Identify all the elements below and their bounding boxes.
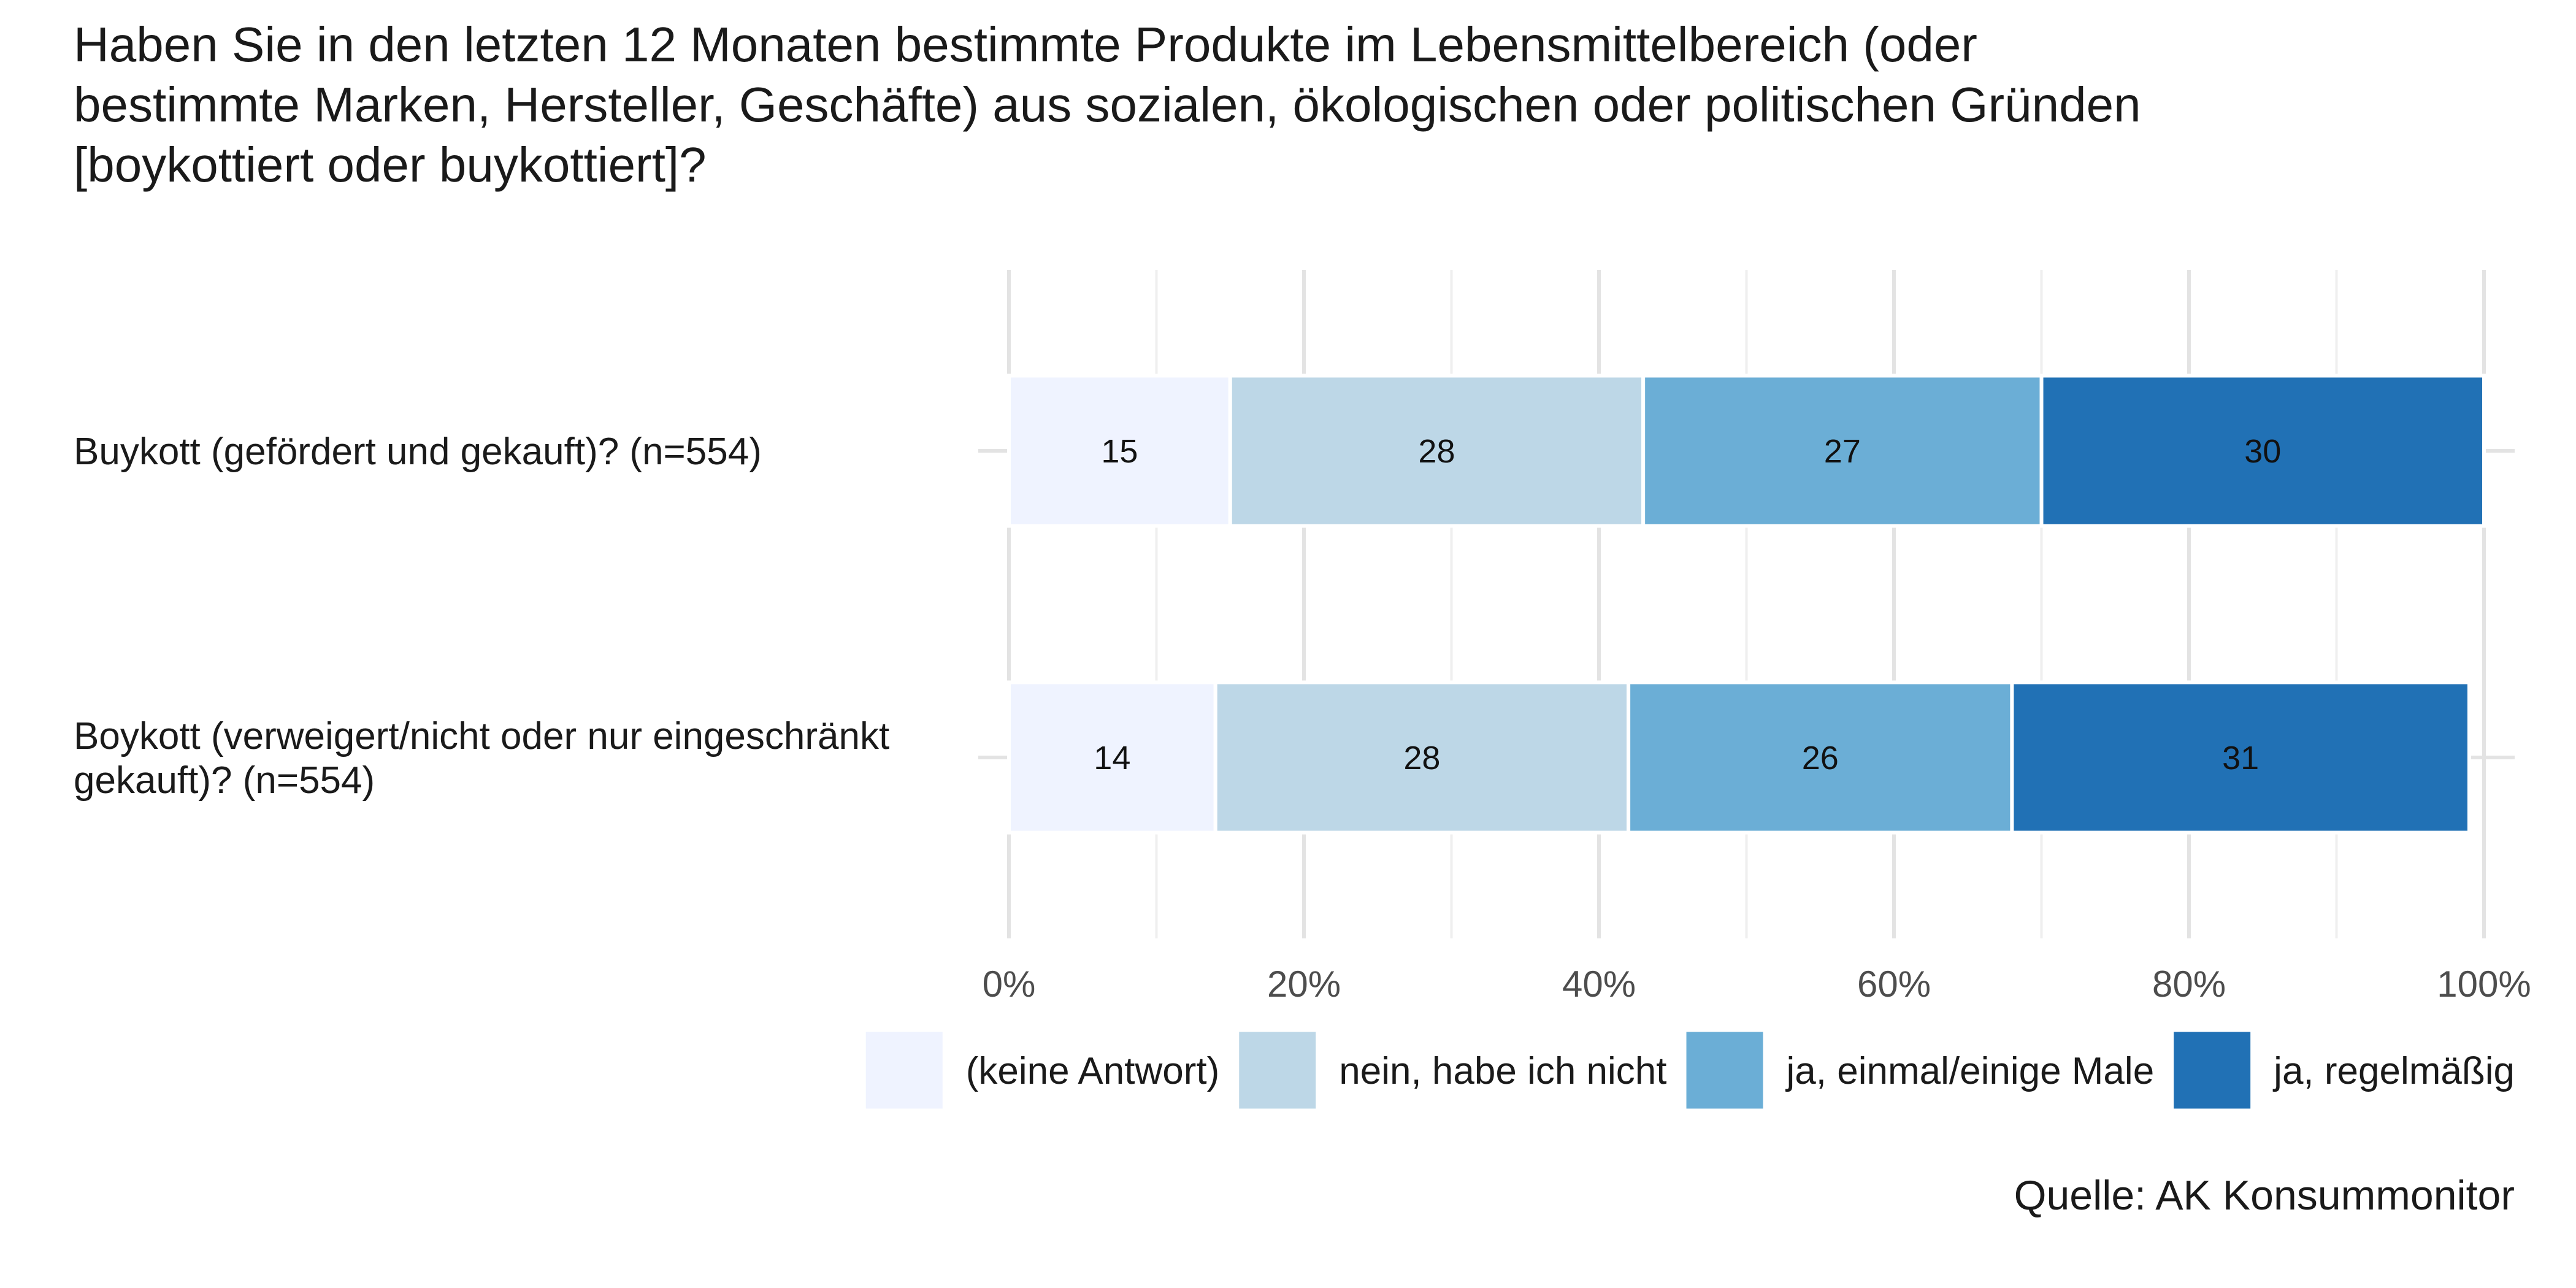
- data-label: 28: [1403, 740, 1440, 776]
- data-label: 26: [1802, 740, 1839, 776]
- x-tick-label: 40%: [1562, 964, 1636, 1005]
- x-tick-label: 0%: [983, 964, 1036, 1005]
- grid-lines: [978, 270, 2515, 938]
- data-label: 28: [1418, 433, 1455, 470]
- source-note: Quelle: AK Konsummonitor: [2014, 1172, 2515, 1219]
- bar-segment: [1213, 680, 1631, 835]
- x-tick-label: 60%: [1857, 964, 1931, 1005]
- x-tick-label: 80%: [2152, 964, 2226, 1005]
- chart-title-line: [boykottiert oder buykottiert]?: [74, 137, 707, 192]
- chart-title-line: bestimmte Marken, Hersteller, Geschäfte)…: [74, 77, 2141, 132]
- legend-label: nein, habe ich nicht: [1339, 1050, 1666, 1092]
- legend-swatch: [2174, 1032, 2251, 1109]
- chart-title: Haben Sie in den letzten 12 Monaten best…: [74, 17, 2141, 192]
- data-label: 15: [1101, 433, 1138, 470]
- bar-segment: [1641, 374, 2044, 528]
- category-labels: Buykott (gefördert und gekauft)? (n=554)…: [74, 431, 889, 802]
- bar-segment: [1228, 374, 1646, 528]
- bar-segment: [2039, 374, 2486, 528]
- category-label: Buykott (gefördert und gekauft)? (n=554): [74, 431, 762, 473]
- bar-segment: [1627, 680, 2014, 835]
- data-label: 27: [1824, 433, 1861, 470]
- data-label: 31: [2222, 740, 2259, 776]
- legend: (keine Antwort) nein, habe ich nicht ja, e…: [865, 1032, 2515, 1109]
- legend-swatch: [1686, 1032, 1763, 1109]
- x-tick-label: 20%: [1267, 964, 1341, 1005]
- category-label: Boykott (verweigert/nicht oder nur einge…: [74, 715, 889, 757]
- bars: 15 28 27 30 14 28 26 31: [1007, 374, 2486, 835]
- legend-label: (keine Antwort): [966, 1050, 1220, 1092]
- category-label: gekauft)? (n=554): [74, 759, 375, 802]
- legend-swatch: [865, 1032, 943, 1109]
- data-label: 14: [1094, 740, 1130, 776]
- x-axis-ticks: 0% 20% 40% 60% 80% 100%: [983, 964, 2531, 1005]
- legend-label: ja, einmal/einige Male: [1785, 1050, 2155, 1092]
- chart-title-line: Haben Sie in den letzten 12 Monaten best…: [74, 17, 1977, 72]
- data-label: 30: [2244, 433, 2281, 470]
- legend-label: ja, regelmäßig: [2272, 1050, 2515, 1092]
- legend-swatch: [1239, 1032, 1316, 1109]
- x-tick-label: 100%: [2437, 964, 2531, 1005]
- bar-segment: [2010, 680, 2471, 835]
